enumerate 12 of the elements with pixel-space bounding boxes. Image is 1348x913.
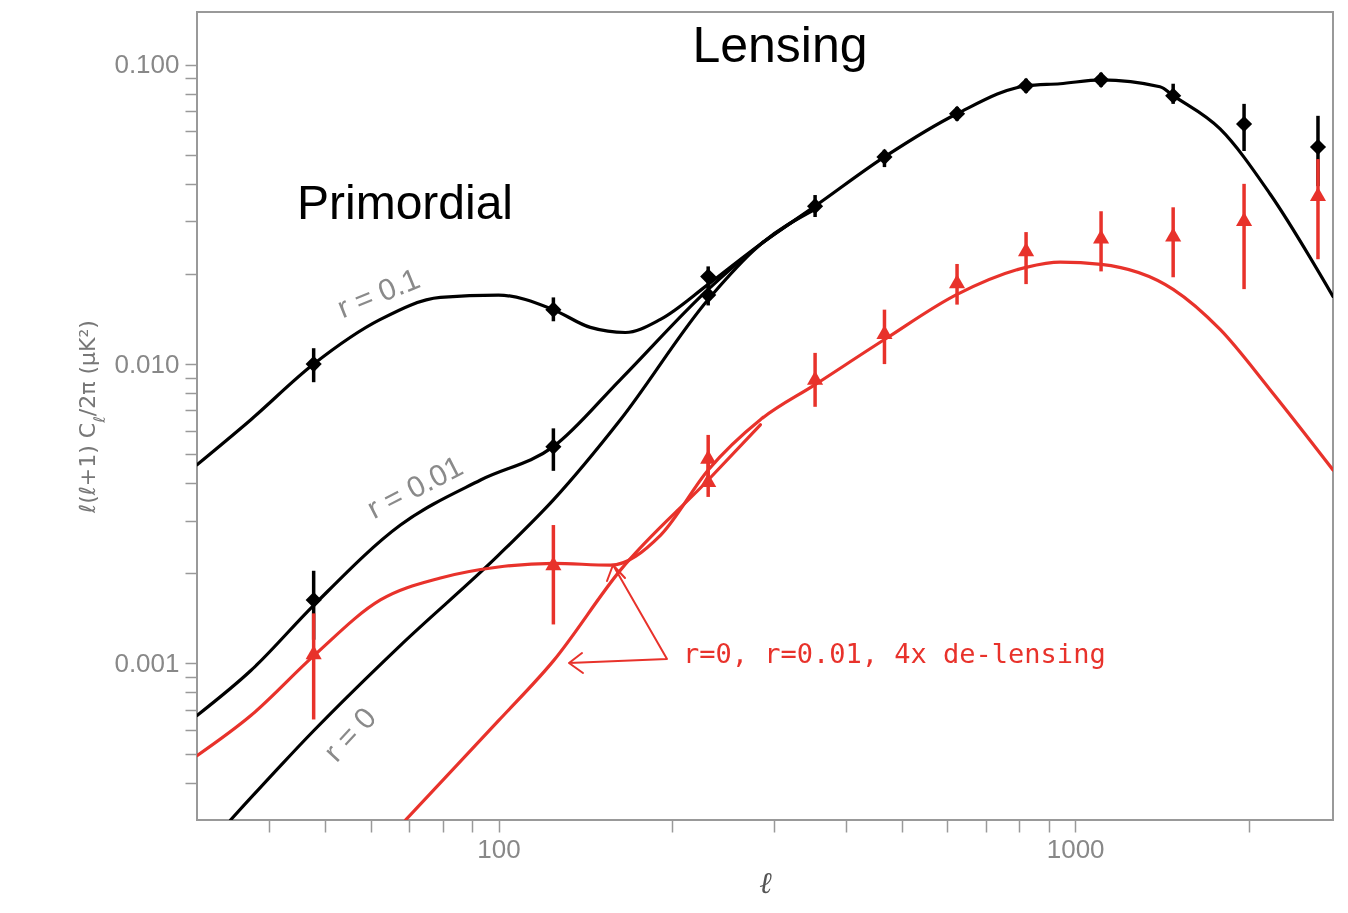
y-tick-label: 0.100 <box>114 49 180 80</box>
x-tick-label: 100 <box>477 833 521 864</box>
y-tick-label: 0.001 <box>114 647 180 678</box>
annotation: Lensing <box>692 17 868 73</box>
x-axis-title: ℓ <box>759 864 773 900</box>
x-tick-label: 1000 <box>1046 833 1105 864</box>
annotation: Primordial <box>296 176 514 229</box>
text: r = 0.01 <box>361 448 468 525</box>
text: r = 0.1 <box>332 261 425 325</box>
y-tick-label: 0.010 <box>114 348 180 379</box>
annotation: r=0, r=0.01, 4x de-lensing <box>683 638 1106 669</box>
text: r = 0 <box>316 700 383 768</box>
